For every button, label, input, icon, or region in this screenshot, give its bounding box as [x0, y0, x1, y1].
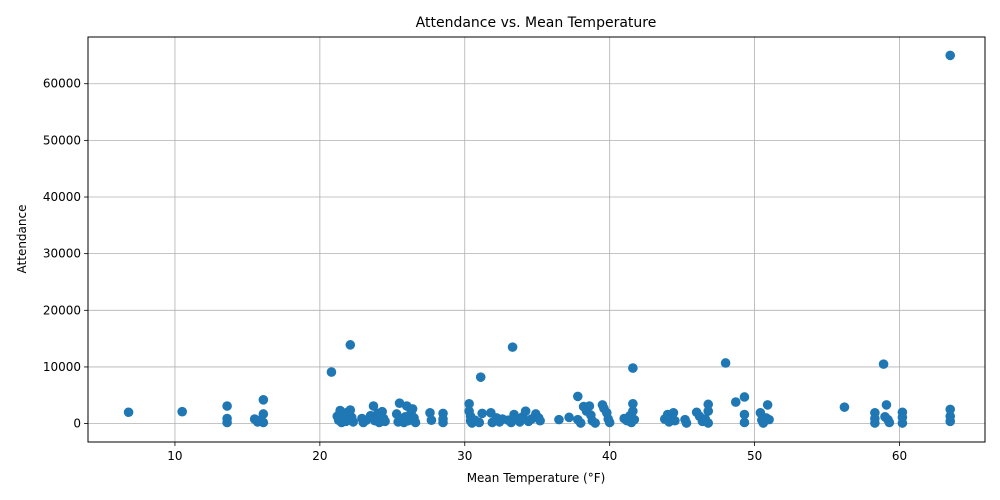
data-point	[348, 417, 358, 427]
x-tick-label: 40	[602, 449, 617, 463]
data-point	[945, 404, 956, 415]
y-tick-label: 10000	[43, 360, 81, 374]
data-point	[407, 404, 418, 414]
data-points	[123, 50, 956, 428]
y-axis-label: Attendance	[15, 205, 29, 274]
y-tick-label: 50000	[43, 133, 81, 147]
x-tick-label: 50	[747, 449, 762, 463]
data-point	[564, 412, 574, 423]
data-point	[590, 418, 600, 428]
data-point	[426, 415, 437, 425]
data-point	[870, 418, 880, 428]
data-point	[326, 367, 337, 377]
data-point	[507, 342, 518, 352]
data-point	[945, 416, 956, 427]
data-point	[739, 409, 750, 420]
data-point	[604, 417, 615, 428]
x-axis-ticks: 10 20 30 40 50 60	[167, 442, 907, 463]
data-point	[554, 414, 564, 425]
data-point	[628, 398, 638, 409]
data-point	[345, 340, 356, 350]
data-point	[222, 401, 232, 411]
data-point	[839, 402, 850, 412]
data-point	[629, 414, 640, 425]
x-axis-label: Mean Temperature (°F)	[467, 471, 606, 485]
data-point	[720, 358, 731, 368]
data-point	[425, 408, 435, 418]
data-point	[474, 417, 485, 428]
y-tick-label: 20000	[43, 303, 81, 317]
data-point	[477, 408, 487, 419]
data-point	[703, 399, 714, 410]
data-point	[123, 407, 134, 418]
x-tick-label: 10	[167, 449, 182, 463]
data-point	[258, 395, 269, 405]
grid-lines	[88, 37, 985, 442]
data-point	[739, 417, 750, 428]
data-point	[703, 406, 714, 416]
data-point	[881, 400, 892, 410]
data-point	[628, 363, 638, 373]
data-point	[884, 417, 895, 428]
data-point	[739, 392, 750, 402]
data-point	[764, 414, 774, 425]
plot-area-frame	[87, 36, 986, 443]
x-tick-label: 30	[457, 449, 472, 463]
data-point	[475, 372, 486, 382]
y-tick-label: 0	[73, 417, 81, 431]
y-tick-label: 60000	[43, 77, 81, 91]
x-tick-label: 20	[312, 449, 327, 463]
data-point	[222, 417, 232, 428]
data-point	[897, 418, 908, 428]
y-axis-ticks: 0 10000 20000 30000 40000 50000 60000	[43, 77, 88, 431]
chart-title: Attendance vs. Mean Temperature	[416, 15, 657, 31]
data-point	[681, 418, 692, 428]
data-point	[535, 415, 545, 426]
data-point	[258, 417, 269, 428]
data-point	[628, 406, 638, 416]
data-point	[368, 401, 379, 411]
data-point	[670, 415, 680, 426]
data-point	[668, 408, 679, 418]
data-point	[438, 417, 448, 428]
data-point	[520, 406, 531, 416]
x-tick-label: 60	[892, 449, 907, 463]
data-point	[762, 400, 773, 410]
y-tick-label: 30000	[43, 247, 81, 261]
data-point	[464, 398, 474, 409]
data-point	[258, 409, 269, 419]
data-point	[394, 398, 405, 408]
data-point	[380, 416, 390, 427]
data-point	[575, 418, 586, 428]
data-point	[730, 397, 741, 407]
data-point	[878, 359, 889, 369]
data-point	[410, 417, 421, 428]
data-point	[945, 50, 956, 61]
data-point	[572, 391, 583, 402]
data-point	[345, 405, 356, 415]
data-point	[177, 406, 187, 417]
data-point	[584, 401, 595, 411]
data-point	[703, 418, 714, 428]
y-tick-label: 40000	[43, 190, 81, 204]
